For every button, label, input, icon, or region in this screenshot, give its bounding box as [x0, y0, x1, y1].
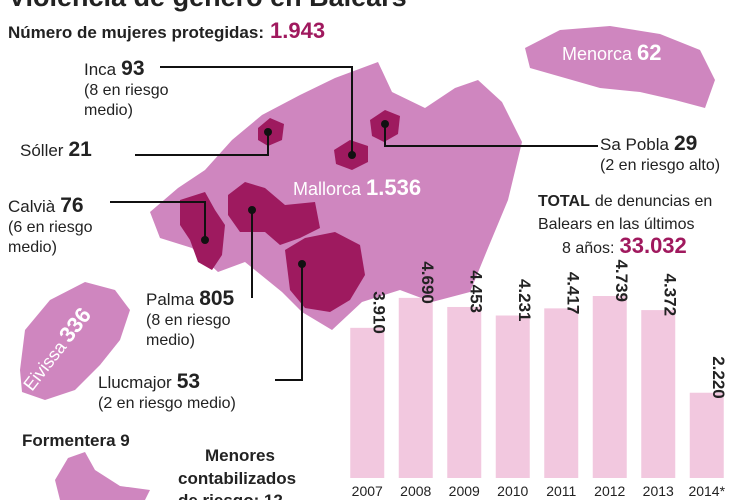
- x-tick-label: 2009: [449, 483, 480, 499]
- leader-line: [275, 264, 303, 381]
- x-tick-label: 2012: [594, 483, 625, 499]
- x-tick-label: 2007: [352, 483, 383, 499]
- subtitle-text: Número de mujeres protegidas:: [8, 23, 264, 42]
- minors-line: de riesgo: 12: [178, 491, 283, 500]
- leader-dot: [381, 120, 389, 128]
- leader-dot: [348, 151, 356, 159]
- bar: [592, 296, 627, 478]
- bar: [350, 327, 385, 478]
- place-note: (8 en riesgo: [84, 82, 169, 99]
- value-label: 4.739: [612, 259, 631, 302]
- place-note: (2 en riesgo alto): [600, 157, 720, 174]
- value-label: 3.910: [369, 291, 388, 334]
- bar: [689, 392, 724, 478]
- x-tick-label: 2013: [643, 483, 674, 499]
- place-labels: Inca 93 (8 en riesgo medio) Sóller 21 Sa Pobla…: [8, 57, 720, 412]
- island-name: Mallorca: [293, 179, 362, 199]
- place-note: medio): [8, 239, 57, 256]
- leader-line: [160, 66, 353, 155]
- title: Violencia de género en Balears: [8, 0, 407, 12]
- place-value: 76: [60, 194, 83, 217]
- bar: [398, 297, 433, 478]
- place-label: Sóller 21: [20, 138, 92, 161]
- value-label: 2.220: [709, 356, 728, 399]
- leader-dot: [264, 128, 272, 136]
- mallorca-label: Mallorca 1.536: [293, 175, 421, 200]
- formentera-label: Formentera 9: [22, 431, 130, 450]
- minors-line: contabilizados: [178, 469, 296, 488]
- llucmajor-region: [285, 232, 365, 312]
- place-note: (6 en riesgo: [8, 219, 93, 236]
- formentera-shape: [55, 452, 150, 500]
- place-note: medio): [84, 102, 133, 119]
- bar: [495, 315, 530, 478]
- place-name: Palma: [146, 290, 195, 309]
- total-label: TOTAL: [538, 193, 590, 210]
- place-value: 805: [199, 287, 234, 310]
- x-tick-label: 2014*: [688, 483, 725, 499]
- bar: [447, 306, 482, 478]
- island-name: Menorca: [562, 44, 633, 64]
- eivissa-shape: [20, 282, 130, 400]
- place-value: 93: [121, 57, 144, 80]
- place-name: Sa Pobla: [600, 135, 670, 154]
- value-label: 4.453: [466, 270, 485, 313]
- place-value: 53: [177, 370, 200, 393]
- place-value: 29: [674, 132, 697, 155]
- leader-line: [110, 201, 206, 240]
- place-label: Palma 805: [146, 287, 235, 310]
- value-label: 4.690: [418, 261, 437, 304]
- x-tick-label: 2008: [400, 483, 431, 499]
- place-note: (8 en riesgo: [146, 312, 231, 329]
- place-label: Sa Pobla 29: [600, 132, 697, 155]
- calvia-region: [180, 192, 225, 270]
- place-label: Calvià 76: [8, 194, 84, 217]
- place-note: (2 en riesgo medio): [98, 395, 236, 412]
- leader-line: [135, 132, 269, 156]
- bar: [641, 310, 676, 478]
- total-line: Balears en las últimos: [538, 216, 695, 233]
- value-label: 4.231: [515, 279, 534, 322]
- subtitle: Número de mujeres protegidas: 1.943: [8, 18, 325, 43]
- minors-line: Menores: [205, 446, 275, 465]
- leader-line: [384, 124, 598, 147]
- menorca-label: Menorca 62: [562, 40, 662, 65]
- value-label: 4.417: [563, 272, 582, 315]
- value-label: 4.372: [660, 274, 679, 317]
- place-name: Inca: [84, 60, 117, 79]
- x-tick-label: 2010: [497, 483, 528, 499]
- total-line: 8 años: 33.032: [562, 233, 687, 258]
- x-tick-label: 2011: [546, 483, 576, 499]
- place-name: Llucmajor: [98, 373, 172, 392]
- island-value: 62: [637, 40, 661, 65]
- total-value: 33.032: [619, 233, 686, 258]
- place-name: Sóller: [20, 141, 64, 160]
- total-text: de denuncias en: [595, 193, 712, 210]
- total-line: TOTAL de denuncias en: [538, 193, 712, 210]
- place-label: Inca 93: [84, 57, 145, 80]
- leader-dot: [298, 260, 306, 268]
- place-name: Calvià: [8, 197, 56, 216]
- menorca-shape: [525, 26, 715, 108]
- leader-dot: [248, 206, 256, 214]
- total-text: 8 años:: [562, 240, 614, 257]
- mallorca-shape: [150, 62, 522, 330]
- bar: [544, 308, 579, 478]
- place-note: medio): [146, 332, 195, 349]
- place-value: 21: [68, 138, 92, 161]
- subtitle-value: 1.943: [270, 18, 325, 43]
- place-label: Llucmajor 53: [98, 370, 200, 393]
- island-value: 1.536: [366, 175, 421, 200]
- bar-chart: 3.910 2007 4.690 2008 4.453 2009 4.231 2010 4.41…: [350, 259, 728, 499]
- leader-dot: [201, 236, 209, 244]
